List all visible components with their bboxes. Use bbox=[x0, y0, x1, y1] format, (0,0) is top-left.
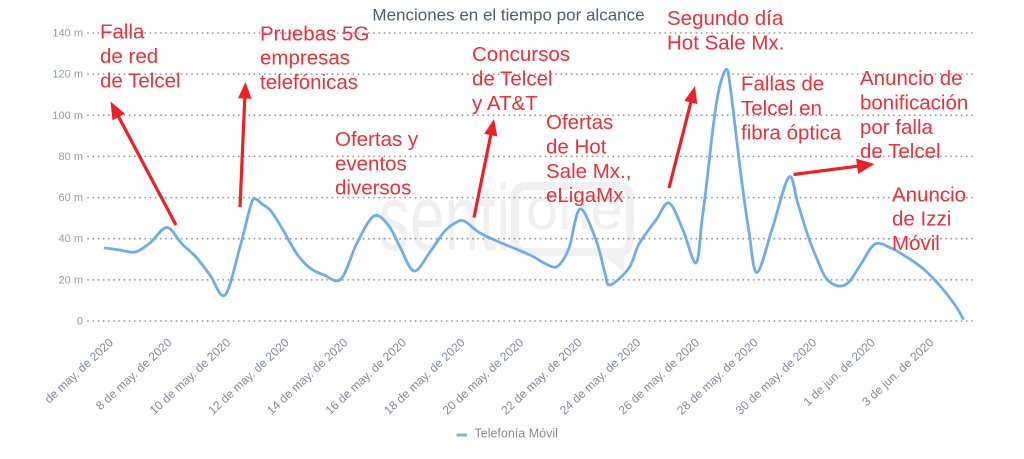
svg-text:Telefonía Móvil: Telefonía Móvil bbox=[475, 427, 558, 441]
svg-text:20 m: 20 m bbox=[59, 274, 83, 286]
svg-text:senti: senti bbox=[379, 165, 510, 270]
svg-text:60 m: 60 m bbox=[59, 192, 83, 204]
svg-text:40 m: 40 m bbox=[59, 233, 83, 245]
svg-text:Menciones en el tiempo por alc: Menciones en el tiempo por alcance bbox=[372, 6, 644, 25]
svg-text:0: 0 bbox=[77, 316, 83, 328]
svg-text:80 m: 80 m bbox=[59, 151, 83, 163]
svg-text:140 m: 140 m bbox=[52, 28, 83, 40]
svg-text:100 m: 100 m bbox=[52, 110, 83, 122]
svg-text:120 m: 120 m bbox=[52, 69, 83, 81]
